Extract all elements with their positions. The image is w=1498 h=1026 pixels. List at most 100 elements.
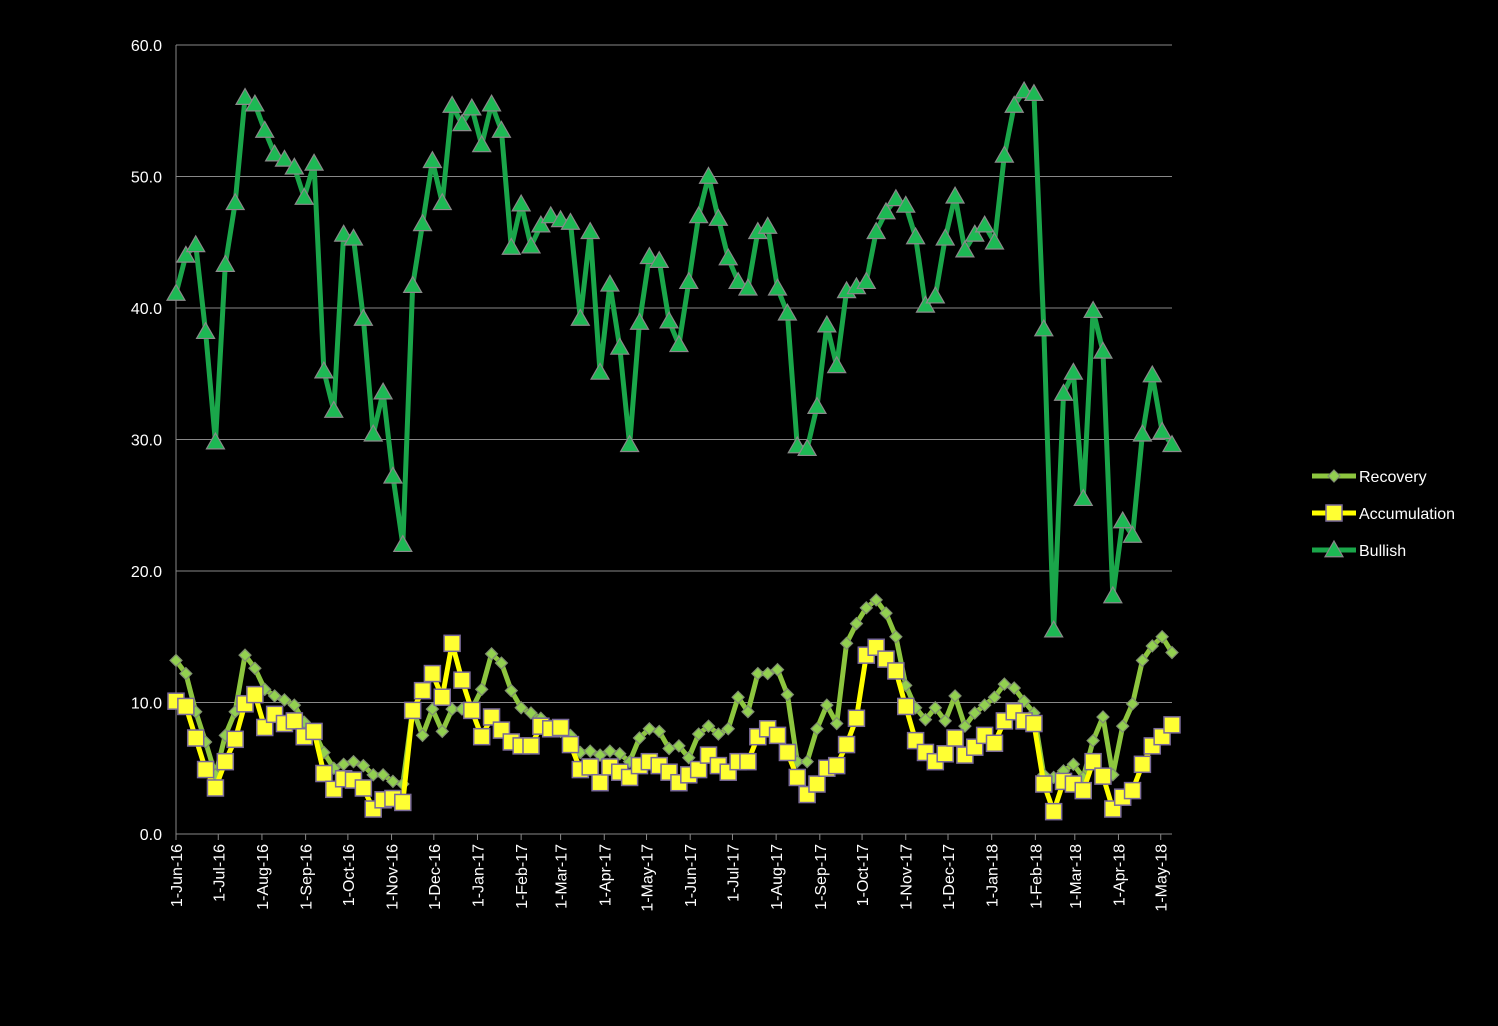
marker	[967, 706, 982, 720]
marker	[435, 724, 450, 739]
marker	[609, 337, 630, 355]
marker	[402, 275, 423, 293]
marker	[770, 662, 785, 677]
marker	[767, 278, 788, 296]
y-tick-label: 50.0	[131, 170, 162, 187]
marker	[928, 700, 943, 715]
marker	[482, 708, 501, 726]
marker	[453, 671, 471, 689]
marker	[672, 739, 686, 753]
marker	[226, 730, 244, 749]
marker	[277, 693, 292, 707]
marker	[741, 704, 755, 719]
marker	[750, 666, 765, 681]
marker	[244, 93, 265, 112]
marker	[1043, 619, 1064, 638]
x-tick-label: 1-Nov-17	[899, 844, 916, 910]
marker	[461, 97, 482, 116]
marker	[1112, 510, 1133, 529]
marker	[484, 646, 499, 661]
marker	[869, 593, 884, 607]
marker	[561, 735, 580, 754]
marker	[1155, 629, 1169, 644]
marker	[175, 245, 196, 263]
legend-label: Recovery	[1359, 469, 1427, 486]
marker	[442, 95, 463, 113]
marker	[954, 239, 975, 258]
y-tick-label: 40.0	[131, 301, 162, 318]
marker	[356, 758, 371, 773]
x-tick-label: 1-Apr-17	[597, 844, 614, 906]
marker	[206, 779, 225, 797]
x-tick-label: 1-Jan-18	[985, 844, 1002, 907]
y-tick-label: 10.0	[131, 696, 162, 713]
marker	[581, 758, 599, 776]
marker	[780, 687, 795, 702]
marker	[885, 188, 906, 207]
marker	[974, 214, 995, 233]
marker	[1044, 802, 1063, 821]
x-tick-label: 1-Apr-18	[1111, 844, 1128, 906]
marker	[285, 712, 304, 730]
marker	[829, 716, 844, 731]
marker	[412, 213, 433, 232]
marker	[985, 734, 1004, 753]
marker	[728, 271, 749, 290]
marker	[185, 234, 206, 253]
marker	[560, 212, 581, 230]
x-tick-label: 1-Feb-17	[514, 844, 531, 909]
marker	[520, 235, 542, 254]
marker	[1084, 752, 1102, 771]
marker	[215, 254, 236, 272]
marker	[718, 247, 739, 266]
marker	[689, 760, 708, 779]
marker	[451, 113, 473, 132]
x-tick-label: 1-Jul-17	[725, 844, 742, 902]
marker	[425, 702, 440, 716]
marker	[1083, 300, 1104, 318]
marker	[760, 666, 775, 681]
marker	[649, 250, 670, 269]
marker	[810, 721, 824, 736]
marker	[354, 779, 373, 797]
marker	[179, 666, 193, 681]
marker	[524, 706, 538, 720]
marker	[1096, 710, 1110, 724]
marker	[264, 143, 285, 162]
marker	[698, 166, 719, 184]
marker	[1035, 775, 1053, 793]
marker	[1142, 364, 1163, 383]
marker	[551, 718, 570, 737]
marker	[415, 728, 430, 743]
marker	[422, 150, 443, 169]
x-tick-label: 1-Feb-18	[1028, 844, 1045, 909]
marker	[1323, 539, 1345, 558]
marker	[177, 697, 195, 716]
marker	[1161, 434, 1183, 453]
marker	[196, 760, 215, 779]
x-tick-label: 1-Oct-16	[341, 844, 358, 906]
marker	[248, 661, 262, 676]
marker	[1327, 469, 1341, 483]
marker	[1073, 488, 1094, 507]
marker	[1004, 95, 1025, 113]
marker	[632, 731, 647, 745]
marker	[1023, 83, 1044, 102]
marker	[935, 228, 956, 246]
marker	[629, 312, 650, 330]
marker	[305, 722, 323, 741]
y-tick-label: 0.0	[140, 827, 162, 844]
marker	[1033, 318, 1054, 337]
x-tick-label: 1-Sep-17	[813, 844, 830, 910]
marker	[1165, 645, 1179, 660]
marker	[827, 756, 846, 775]
marker	[491, 120, 512, 138]
marker	[642, 721, 657, 736]
marker	[889, 629, 903, 644]
marker	[681, 750, 696, 765]
marker	[948, 689, 962, 703]
marker	[366, 767, 381, 782]
marker	[757, 216, 778, 234]
marker	[946, 729, 964, 747]
